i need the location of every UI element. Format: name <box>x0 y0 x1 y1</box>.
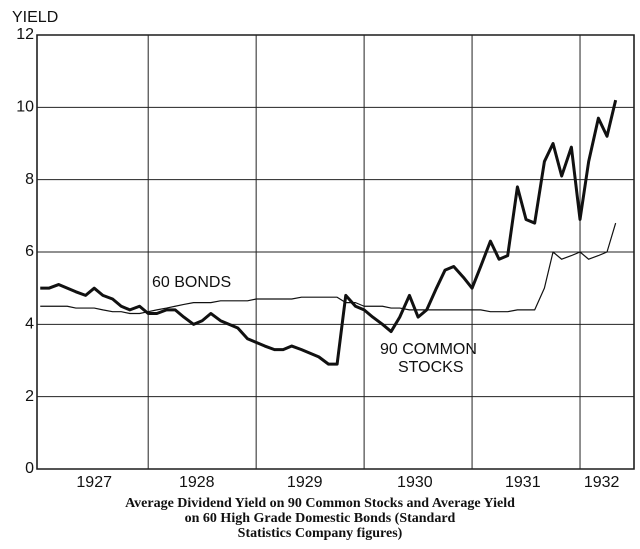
y-tick-label: 8 <box>25 171 34 188</box>
caption: on 60 High Grade Domestic Bonds (Standar… <box>185 511 456 526</box>
caption: Average Dividend Yield on 90 Common Stoc… <box>125 496 515 511</box>
x-tick-label: 1932 <box>584 474 620 491</box>
y-tick-label: 2 <box>25 388 34 405</box>
y-tick-label: 10 <box>16 99 34 116</box>
annotation: 60 BONDS <box>152 274 231 291</box>
y-tick-label: 6 <box>25 243 34 260</box>
annotation: 90 COMMON <box>380 341 477 358</box>
y-axis-label: YIELD <box>12 9 58 26</box>
x-tick-label: 1931 <box>505 474 541 491</box>
annotation: STOCKS <box>398 359 464 376</box>
series-line <box>40 99 618 366</box>
x-tick-label: 1928 <box>179 474 215 491</box>
x-tick-label: 1927 <box>76 474 112 491</box>
y-tick-label: 4 <box>25 316 34 333</box>
x-tick-label: 1929 <box>287 474 323 491</box>
y-tick-label: 0 <box>25 460 34 477</box>
x-tick-label: 1930 <box>397 474 433 491</box>
series-line <box>40 222 617 315</box>
y-tick-label: 12 <box>16 26 34 43</box>
caption: Statistics Company figures) <box>238 526 403 541</box>
